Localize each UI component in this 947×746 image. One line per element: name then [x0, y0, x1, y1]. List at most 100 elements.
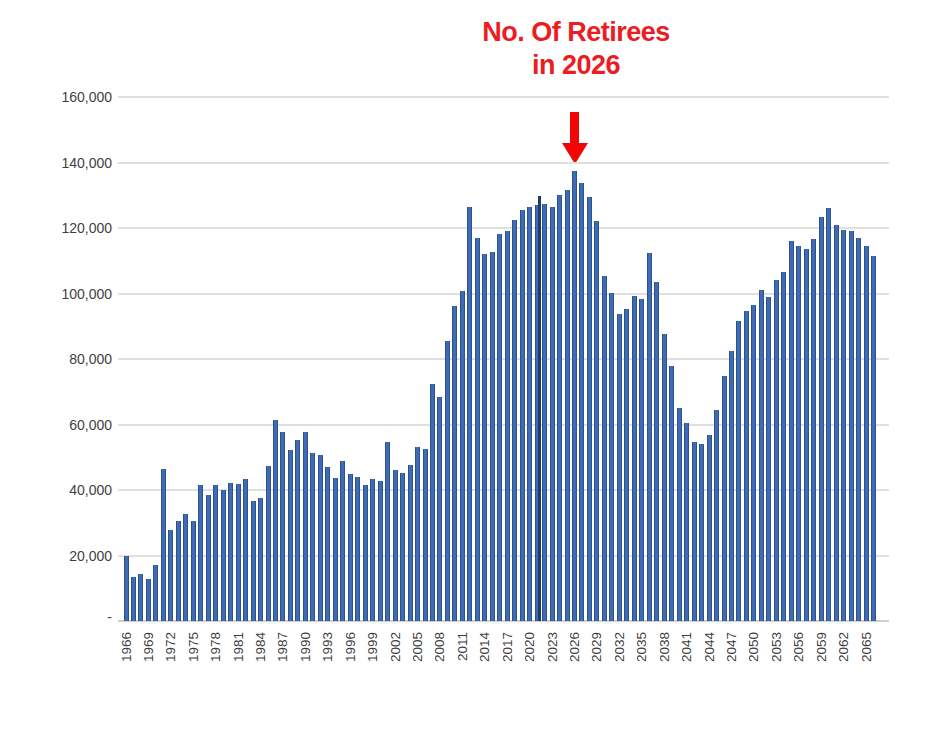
- bar-2040: [677, 408, 682, 621]
- x-tick-text: 1987: [275, 632, 290, 687]
- x-tick-text: 2062: [836, 632, 851, 687]
- chart-title: No. Of Retirees in 2026: [376, 16, 776, 82]
- bar-1980: [228, 483, 233, 621]
- x-tick-text: 1972: [163, 632, 178, 687]
- bar-1975: [191, 521, 196, 621]
- bar-1982: [243, 479, 248, 621]
- bar-2055: [789, 241, 794, 621]
- x-tick-label-2065: 2065: [859, 632, 874, 687]
- bar-1988: [288, 450, 293, 621]
- bar-2000: [378, 481, 383, 621]
- bar-2013: [475, 238, 480, 621]
- x-tick-label-2062: 2062: [836, 632, 851, 687]
- x-tick-text: 2038: [657, 632, 672, 687]
- x-tick-label-2014: 2014: [477, 632, 492, 687]
- bar-2023: [550, 207, 555, 621]
- x-tick-text: 2065: [859, 632, 874, 687]
- bar-1985: [266, 466, 271, 621]
- bar-2010: [452, 306, 457, 621]
- bar-1997: [355, 477, 360, 621]
- bar-1973: [176, 521, 181, 621]
- x-tick-label-2017: 2017: [500, 632, 515, 687]
- bar-2056: [796, 246, 801, 621]
- y-tick-label: 60,000: [0, 417, 112, 433]
- x-tick-text: 2026: [567, 632, 582, 687]
- bar-2026: [572, 171, 577, 621]
- bar-2005: [415, 447, 420, 621]
- x-tick-label-1972: 1972: [163, 632, 178, 687]
- bar-2014: [482, 254, 487, 621]
- bar-2028: [587, 197, 592, 621]
- x-tick-text: 2011: [455, 632, 470, 687]
- x-tick-label-2044: 2044: [702, 632, 717, 687]
- x-tick-label-2008: 2008: [432, 632, 447, 687]
- y-tick-label: 40,000: [0, 482, 112, 498]
- bar-2043: [699, 444, 704, 621]
- x-tick-label-1978: 1978: [208, 632, 223, 687]
- bar-1977: [206, 495, 211, 621]
- bar-2062: [841, 230, 846, 621]
- x-tick-label-2038: 2038: [657, 632, 672, 687]
- bar-1984: [258, 498, 263, 621]
- bar-1993: [325, 467, 330, 621]
- x-tick-text: 2002: [388, 632, 403, 687]
- bar-1971: [161, 469, 166, 621]
- bar-1970: [153, 565, 158, 621]
- bar-2018: [512, 220, 517, 621]
- bar-2052: [766, 297, 771, 621]
- x-tick-text: 2023: [545, 632, 560, 687]
- x-tick-text: 2056: [791, 632, 806, 687]
- bar-1972: [168, 530, 173, 621]
- retirees-bar-chart: No. Of Retirees in 2026 160,000140,00012…: [0, 0, 947, 746]
- x-tick-label-1999: 1999: [365, 632, 380, 687]
- bar-2033: [624, 309, 629, 621]
- x-tick-text: 1990: [298, 632, 313, 687]
- bar-2049: [744, 311, 749, 621]
- x-tick-label-2005: 2005: [410, 632, 425, 687]
- bar-2016: [497, 234, 502, 621]
- gridline: [118, 227, 889, 229]
- bar-2032: [617, 314, 622, 621]
- y-tick-label: 160,000: [0, 89, 112, 105]
- x-tick-label-2047: 2047: [724, 632, 739, 687]
- y-tick-label: 20,000: [0, 548, 112, 564]
- bar-2019: [520, 210, 525, 621]
- x-tick-label-2035: 2035: [634, 632, 649, 687]
- x-tick-text: 1984: [253, 632, 268, 687]
- x-tick-label-1990: 1990: [298, 632, 313, 687]
- bar-2027: [579, 183, 584, 621]
- bar-2058: [811, 239, 816, 621]
- x-tick-text: 2041: [679, 632, 694, 687]
- bar-1966: [124, 556, 129, 622]
- x-tick-text: 2008: [432, 632, 447, 687]
- bar-2042: [692, 442, 697, 621]
- bar-2053: [774, 280, 779, 621]
- x-tick-label-1969: 1969: [141, 632, 156, 687]
- bar-1983: [251, 501, 256, 621]
- bar-1974: [183, 514, 188, 621]
- bar-2012: [467, 207, 472, 621]
- x-tick-label-1987: 1987: [275, 632, 290, 687]
- x-tick-label-2059: 2059: [814, 632, 829, 687]
- gridline: [118, 162, 889, 164]
- x-tick-label-2011: 2011: [455, 632, 470, 687]
- bar-2009: [445, 341, 450, 621]
- x-tick-label-2029: 2029: [589, 632, 604, 687]
- y-tick-label: 80,000: [0, 351, 112, 367]
- x-tick-text: 2017: [500, 632, 515, 687]
- x-tick-text: 1966: [119, 632, 134, 687]
- x-tick-text: 2005: [410, 632, 425, 687]
- x-tick-text: 2029: [589, 632, 604, 687]
- x-tick-label-2032: 2032: [612, 632, 627, 687]
- y-tick-label: -: [0, 609, 112, 625]
- y-tick-label: 100,000: [0, 286, 112, 302]
- bar-1987: [280, 432, 285, 621]
- bar-1991: [310, 453, 315, 621]
- bar-2030: [602, 276, 607, 621]
- bar-2060: [826, 208, 831, 621]
- bar-2047: [729, 351, 734, 621]
- bar-1969: [146, 579, 151, 621]
- bar-2048: [736, 321, 741, 621]
- bar-2038: [662, 334, 667, 621]
- bar-2057: [804, 249, 809, 621]
